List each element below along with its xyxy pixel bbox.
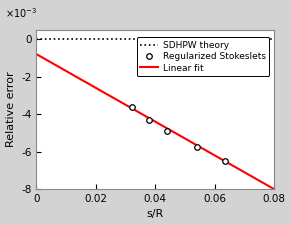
Line: Regularized Stokeslets: Regularized Stokeslets: [129, 104, 228, 164]
Regularized Stokeslets: [165, 130, 169, 132]
Regularized Stokeslets: [195, 146, 198, 148]
Regularized Stokeslets: [148, 118, 151, 121]
X-axis label: s/R: s/R: [147, 209, 164, 219]
Regularized Stokeslets: [223, 160, 227, 162]
Legend: SDHPW theory, Regularized Stokeslets, Linear fit: SDHPW theory, Regularized Stokeslets, Li…: [137, 37, 269, 76]
Regularized Stokeslets: [131, 105, 134, 108]
Text: $\times10^{-3}$: $\times10^{-3}$: [6, 6, 38, 20]
Y-axis label: Relative error: Relative error: [6, 72, 15, 147]
